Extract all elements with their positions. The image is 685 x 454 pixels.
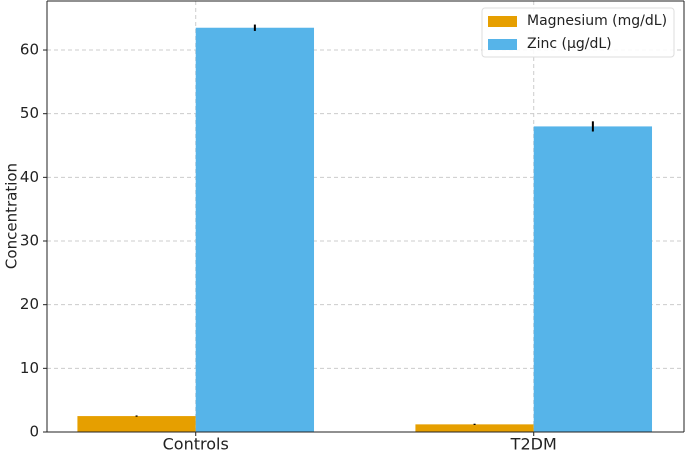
legend-swatch [488,16,517,27]
y-tick-label: 30 [20,232,39,250]
y-tick-label: 0 [29,423,39,441]
legend-swatch [488,39,517,50]
bar [415,424,534,432]
legend: Magnesium (mg/dL) Zinc (µg/dL) [481,7,675,58]
bar [195,27,315,432]
bar [77,416,196,432]
y-axis-label: Concentration [3,163,21,269]
bar [533,126,653,433]
y-tick-label: 50 [20,104,39,122]
y-tick-label: 10 [20,359,39,377]
y-tick-label: 40 [20,168,39,186]
x-tick-label: T2DM [510,435,557,454]
y-tick-label: 60 [20,41,39,59]
legend-box [481,7,675,58]
x-tick-label: Controls [163,435,229,454]
legend-label: Magnesium (mg/dL) [527,13,667,29]
legend-label: Zinc (µg/dL) [527,36,612,52]
y-tick-label: 20 [20,295,39,313]
